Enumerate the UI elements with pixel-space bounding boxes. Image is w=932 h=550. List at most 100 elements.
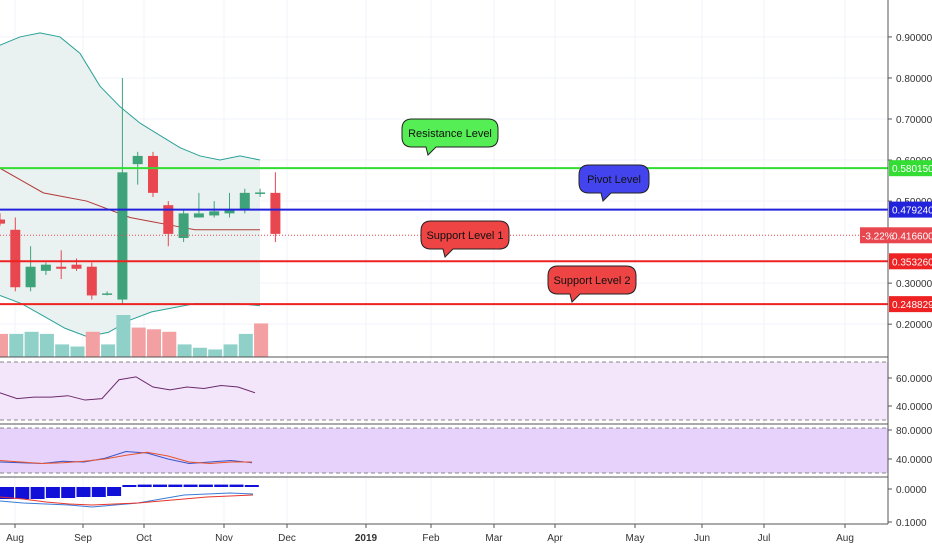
time-tick-label: 2019 (355, 533, 378, 544)
volume-bar (0, 333, 8, 357)
candle-body (25, 266, 36, 288)
time-axis: Aug Sep Oct Nov Dec 2019 Feb Mar Apr May Jun Jul Aug (6, 524, 854, 544)
volume-bar (85, 331, 100, 357)
volume-bar (192, 347, 207, 357)
resistance-bubble (401, 118, 499, 156)
time-tick-label: Sep (74, 533, 92, 544)
pivot-bubble-label: Pivot Level (587, 174, 641, 186)
time-tick-label: Dec (278, 533, 296, 544)
resistance-bubble-label: Resistance Level (408, 128, 492, 140)
price-tags: 0.580150 0.479240 0.416600-3.22% 0.353260 0.… (860, 160, 932, 313)
current-price-tag-label: 0.416600 (892, 231, 932, 242)
rsi-line (0, 376, 256, 401)
macd-hist-bar (91, 487, 106, 497)
time-tick-label: Nov (215, 533, 233, 544)
rsi-background (0, 362, 888, 420)
volume-bar (24, 331, 39, 357)
macd-hist-bar (153, 484, 167, 487)
macd-hist-bar (122, 485, 137, 487)
volume-bar (131, 327, 146, 357)
stoch-background (0, 428, 888, 473)
stoch-tick-label: 80.0000 (896, 426, 932, 437)
stoch-d-line (0, 451, 252, 465)
stoch-panel (0, 423, 888, 474)
macd-hist-bar (183, 484, 198, 487)
candle-body (270, 192, 281, 234)
macd-tick-label: 0.1000 (896, 518, 927, 529)
time-tick-label: Feb (422, 533, 440, 544)
annotation-bubbles: Resistance Level Pivot Level Support Level… (401, 118, 650, 303)
resistance-tag (889, 160, 932, 177)
volume-bar (39, 333, 54, 357)
volume-bar (101, 344, 116, 357)
macd-hist-bar (168, 484, 183, 487)
candle-body (178, 213, 189, 238)
macd-hist-bar (244, 485, 259, 487)
candle-body (40, 264, 51, 271)
candle-body (71, 264, 82, 269)
macd-hist-bar (198, 484, 213, 487)
resistance-tag-label: 0.580150 (892, 164, 932, 175)
price-tick-label: 0.200000 (896, 320, 932, 331)
time-tick-label: Mar (485, 533, 503, 544)
macd-hist-bar (107, 487, 122, 496)
macd-hist-bar (61, 487, 76, 498)
price-axis: 0.9000000.8000000.7000000.6000000.500000… (887, 0, 932, 529)
volume-bar (177, 344, 192, 357)
volume-bar (70, 346, 85, 357)
pivot-tag (889, 201, 932, 218)
candle-body (117, 172, 128, 300)
change-tag (860, 227, 889, 244)
time-tick-label: Jul (758, 533, 771, 544)
volume-bars (0, 315, 269, 357)
change-tag-label: -3.22% (862, 231, 894, 242)
bollinger-basis (0, 167, 260, 231)
volume-bar (238, 333, 253, 357)
volume-bar (9, 333, 24, 357)
rsi-tick-label: 40.0000 (896, 402, 932, 413)
macd-tick-label: 0.0000 (896, 485, 927, 496)
macd-hist-bar (229, 484, 244, 487)
macd-hist-bar (214, 484, 229, 487)
volume-bar (147, 329, 161, 357)
macd-hist-bar (15, 487, 30, 499)
candle-body (0, 219, 5, 224)
time-tick-label: May (626, 533, 645, 544)
candle-body (255, 192, 266, 194)
time-tick-label: Aug (6, 533, 24, 544)
current-price-tag (889, 227, 932, 244)
time-tick-label: Apr (547, 533, 563, 544)
pivot-tag-label: 0.479240 (892, 206, 932, 217)
candle-body (209, 211, 220, 216)
macd-panel (0, 476, 888, 525)
support1-tag-label: 0.353260 (892, 257, 932, 268)
support2-tag-label: 0.248829 (892, 300, 932, 311)
candle-body (102, 293, 113, 295)
support1-tag (889, 253, 932, 270)
macd-hist-bar (0, 487, 14, 499)
candle-body (56, 266, 67, 269)
macd-hist-bar (137, 484, 152, 487)
time-tick-label: Oct (136, 533, 152, 544)
macd-hist-bar (45, 487, 60, 498)
candle-body (148, 155, 158, 193)
stoch-tick-label: 40.0000 (896, 455, 932, 466)
rsi-panel (0, 356, 888, 421)
macd-hist-bar (30, 487, 45, 499)
volume-bar (116, 315, 131, 357)
pivot-bubble (578, 164, 650, 202)
support1-bubble-label: Support Level 1 (426, 230, 503, 242)
macd-hist-bar (76, 487, 91, 497)
support2-tag (889, 296, 932, 313)
candles (0, 77, 281, 304)
time-tick-label: Jun (694, 533, 710, 544)
candle-body (193, 213, 204, 218)
volume-bar (162, 331, 177, 357)
macd-signal-line (0, 494, 254, 506)
volume-bar (208, 349, 223, 357)
volume-bar (254, 323, 269, 357)
